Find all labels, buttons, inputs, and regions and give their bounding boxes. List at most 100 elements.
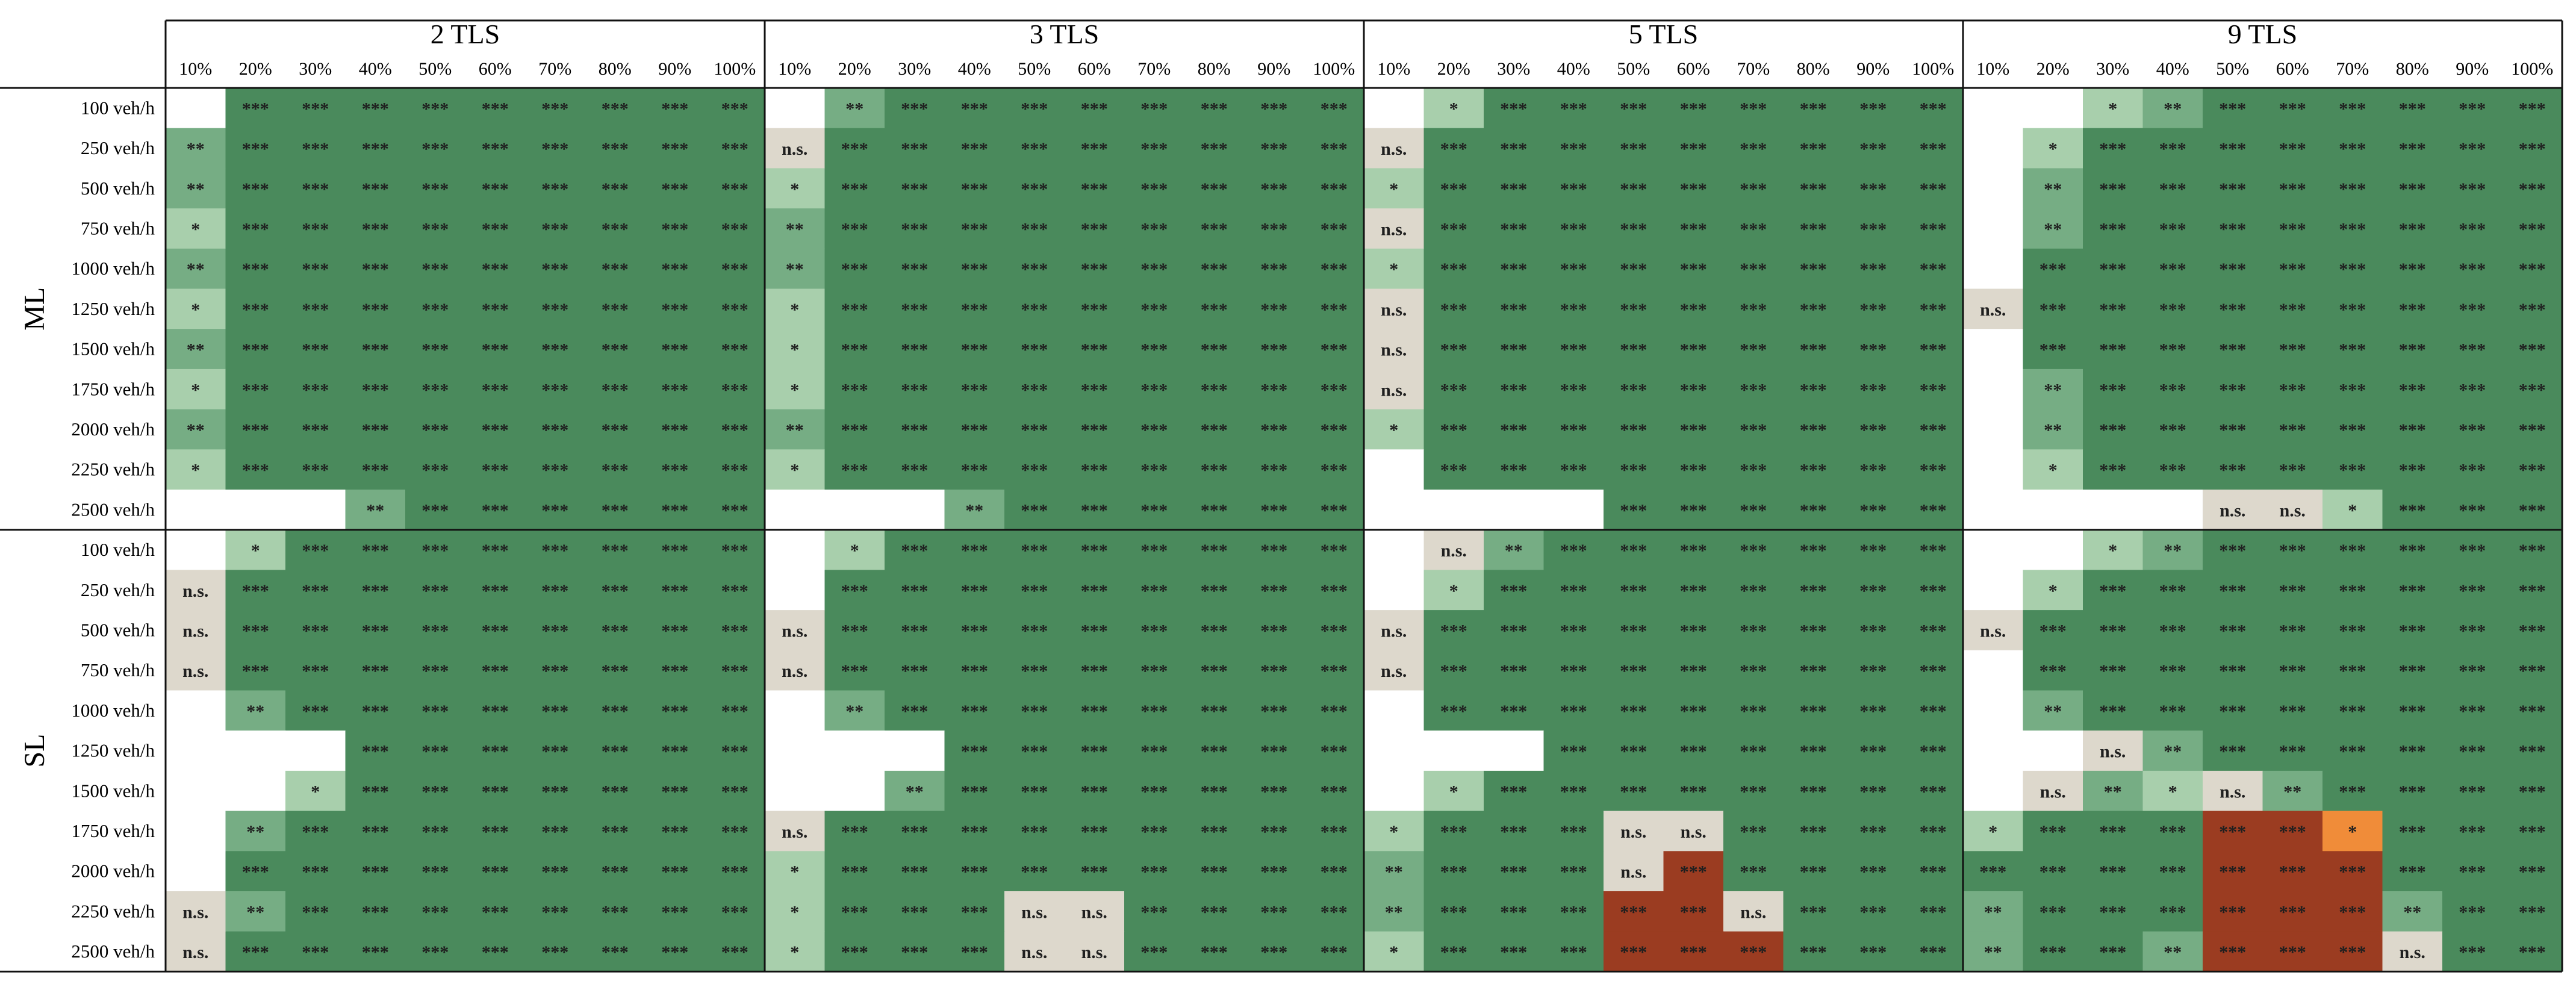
cell-label: ***	[1560, 822, 1587, 842]
cell-label: ***	[1859, 179, 1887, 199]
cell-label: ***	[1201, 621, 1228, 641]
heatmap-cell	[705, 690, 765, 731]
heatmap-cell	[1304, 570, 1364, 611]
heatmap-cell	[2142, 128, 2203, 169]
column-label: 20%	[1437, 59, 1470, 79]
cell-label: ***	[1321, 300, 1348, 320]
cell-label: **	[1984, 902, 2002, 922]
cell-label: ***	[1740, 300, 1767, 320]
cell-label: ***	[841, 942, 868, 962]
cell-label: ***	[2099, 702, 2126, 721]
heatmap-cell	[1364, 811, 1425, 851]
cell-label: ***	[2399, 179, 2426, 199]
cell-label: ***	[1140, 380, 1168, 400]
row-label: 1500 veh/h	[71, 338, 155, 360]
cell-label: ***	[362, 621, 389, 641]
cell-label: ***	[1859, 862, 1887, 882]
heatmap-cell	[1783, 88, 1844, 129]
heatmap-cell	[1843, 570, 1904, 611]
cell-label: ***	[602, 902, 629, 922]
heatmap-cell	[645, 529, 706, 570]
heatmap-cell	[2442, 931, 2503, 972]
heatmap-cell	[2502, 811, 2563, 851]
heatmap-cell	[285, 690, 346, 731]
cell-label: ***	[901, 99, 928, 119]
row-label: 750 veh/h	[81, 217, 155, 238]
heatmap-cell	[585, 288, 646, 329]
row-label: 750 veh/h	[81, 659, 155, 680]
heatmap-cell	[1903, 730, 1964, 771]
cell-label: ***	[1680, 219, 1707, 239]
cell-label: ***	[661, 541, 688, 561]
cell-label: *	[790, 179, 799, 199]
cell-label: ***	[1440, 661, 1467, 681]
heatmap-cell	[1124, 650, 1185, 691]
heatmap-cell	[645, 449, 706, 490]
heatmap-cell	[405, 329, 466, 370]
heatmap-cell	[1484, 208, 1545, 249]
heatmap-cell	[765, 811, 826, 851]
cell-label: ***	[2459, 420, 2486, 440]
heatmap-cell	[166, 931, 226, 972]
cell-label: ***	[661, 179, 688, 199]
heatmap-cell	[585, 730, 646, 771]
cell-label: ***	[961, 782, 988, 802]
heatmap-cell	[2023, 409, 2083, 450]
heatmap-cell	[2203, 490, 2263, 531]
heatmap-cell	[824, 288, 885, 329]
heatmap-cell	[1963, 128, 2024, 169]
cell-label: ***	[602, 822, 629, 842]
cell-label: ***	[2399, 219, 2426, 239]
heatmap-cell	[405, 529, 466, 570]
heatmap-cell	[2262, 409, 2323, 450]
heatmap-cell	[2442, 88, 2503, 129]
heatmap-cell	[2322, 329, 2383, 370]
heatmap-cell	[285, 931, 346, 972]
cell-label: ***	[242, 380, 269, 400]
cell-label: ***	[1740, 621, 1767, 641]
cell-label: *	[1449, 581, 1458, 601]
heatmap-cell	[1723, 248, 1784, 290]
heatmap-cell	[285, 730, 346, 771]
cell-label: ***	[661, 461, 688, 481]
cell-label: ***	[901, 179, 928, 199]
cell-label: ***	[362, 179, 389, 199]
cell-label: **	[2164, 541, 2182, 561]
heatmap-cell	[1843, 931, 1904, 972]
cell-label: ***	[422, 742, 449, 762]
cell-label: ***	[1081, 621, 1108, 641]
heatmap-cell	[645, 811, 706, 851]
row-group-label: ML	[19, 287, 51, 331]
heatmap-cell	[2262, 248, 2323, 290]
heatmap-cell	[225, 409, 286, 450]
heatmap-cell	[1903, 891, 1964, 932]
cell-label: ***	[302, 260, 329, 279]
heatmap-cell	[285, 409, 346, 450]
cell-label: *	[251, 541, 260, 561]
cell-label: n.s.	[1021, 942, 1047, 962]
cell-label: ***	[1859, 461, 1887, 481]
heatmap-cell	[2322, 288, 2383, 329]
heatmap-cell	[1783, 128, 1844, 169]
cell-label: ***	[1321, 621, 1348, 641]
heatmap-cell	[1004, 168, 1065, 209]
cell-label: ***	[1140, 300, 1168, 320]
cell-label: ***	[1500, 822, 1527, 842]
cell-label: ***	[1560, 380, 1587, 400]
heatmap-cell	[645, 208, 706, 249]
cell-label: ***	[422, 99, 449, 119]
heatmap-cell	[2322, 730, 2383, 771]
cell-label: ***	[2459, 702, 2486, 721]
cell-label: ***	[841, 179, 868, 199]
heatmap-cell	[2322, 650, 2383, 691]
cell-label: ***	[1081, 500, 1108, 520]
heatmap-cell	[525, 168, 586, 209]
heatmap-cell	[1484, 329, 1545, 370]
heatmap-cell	[1723, 168, 1784, 209]
cell-label: *	[790, 942, 799, 962]
cell-label: ***	[1680, 541, 1707, 561]
heatmap-cell	[2023, 690, 2083, 731]
cell-label: ***	[1440, 822, 1467, 842]
heatmap-cell	[1124, 208, 1185, 249]
heatmap-cell	[166, 329, 226, 370]
